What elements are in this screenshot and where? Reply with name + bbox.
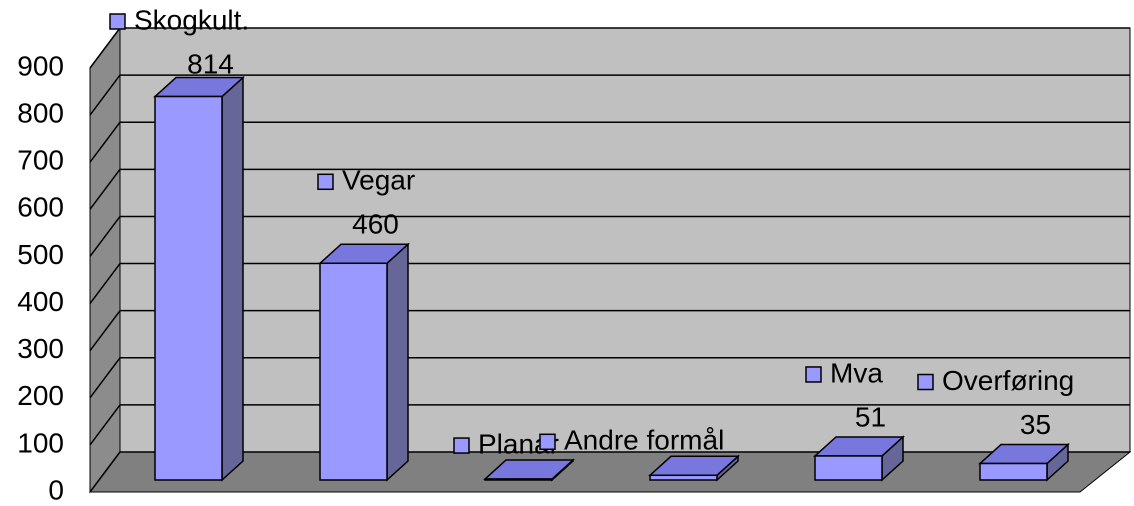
y-tick-label: 0 xyxy=(48,474,64,505)
legend-key xyxy=(453,437,470,454)
data-label-name: Andre formål xyxy=(564,425,724,456)
bar-side xyxy=(386,242,409,482)
y-tick-label: 100 xyxy=(17,427,64,458)
grid-line xyxy=(89,451,121,493)
data-label-name: Mva xyxy=(830,357,883,388)
y-tick-label: 600 xyxy=(17,192,64,223)
legend-key xyxy=(805,366,822,383)
grid-line xyxy=(89,27,121,69)
y-tick-label: 400 xyxy=(17,286,64,317)
data-label-name: Vegar xyxy=(342,165,415,196)
legend-key xyxy=(109,13,126,30)
data-label-name: Skogkult. xyxy=(134,4,249,35)
y-tick-label: 200 xyxy=(17,380,64,411)
side-wall xyxy=(89,26,121,494)
bar xyxy=(979,462,1048,481)
data-label: 460 xyxy=(352,209,399,240)
grid-line xyxy=(89,404,121,446)
legend-key xyxy=(917,373,934,391)
grid-line xyxy=(89,263,121,305)
grid-line xyxy=(89,215,121,257)
data-label: 814 xyxy=(187,48,234,79)
data-label: 35 xyxy=(1020,409,1051,440)
data-label-name: Overføring xyxy=(942,365,1074,396)
grid-line xyxy=(89,121,121,163)
data-label: 51 xyxy=(855,401,886,432)
grid-line xyxy=(89,310,121,352)
y-tick-label: 500 xyxy=(17,239,64,270)
bar xyxy=(319,262,388,481)
y-tick-label: 900 xyxy=(17,50,64,81)
y-tick-label: 300 xyxy=(17,333,64,364)
floor xyxy=(89,451,1132,493)
legend-key xyxy=(539,433,556,451)
y-tick-label: 800 xyxy=(17,98,64,129)
legend-key xyxy=(317,173,334,191)
bar xyxy=(649,474,718,481)
y-tick-label: 700 xyxy=(17,145,64,176)
bar-side xyxy=(221,75,244,482)
bar xyxy=(814,455,883,481)
grid-line xyxy=(89,357,121,399)
bar xyxy=(484,478,553,481)
grid-line xyxy=(89,74,121,116)
grid-line xyxy=(89,168,121,210)
bar xyxy=(154,95,223,481)
